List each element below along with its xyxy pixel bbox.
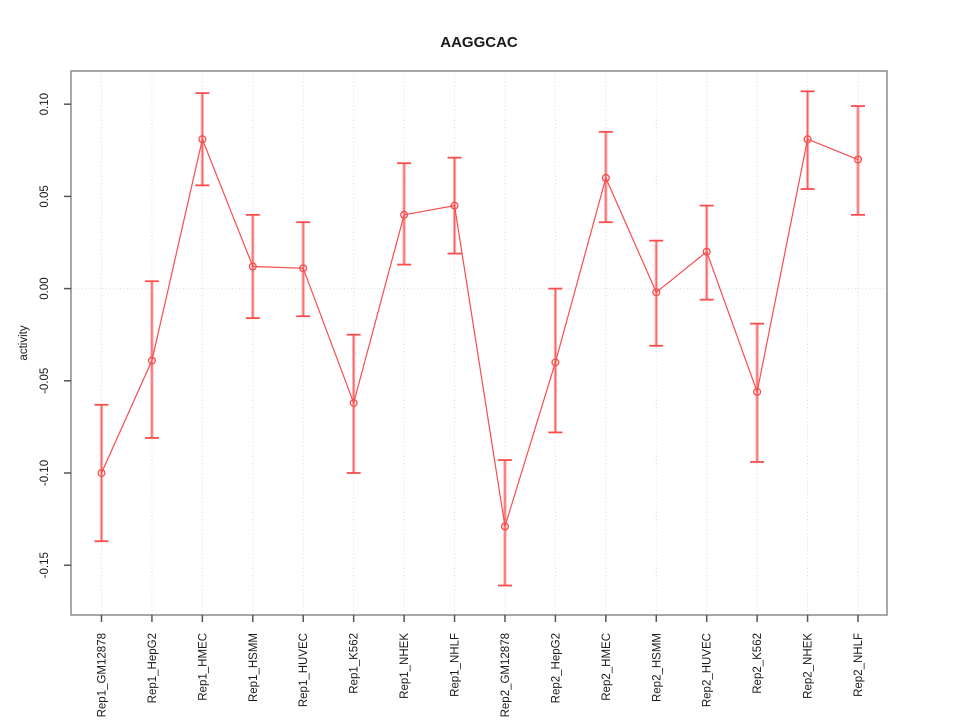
- plot-border: [70, 70, 888, 616]
- x-tick-label: Rep2_NHEK: [803, 633, 815, 699]
- chart-title: AAGGCAC: [440, 34, 518, 51]
- data-point-marker: [349, 398, 358, 407]
- data-point-marker: [702, 247, 711, 256]
- x-tick-label: Rep1_K562: [349, 633, 361, 694]
- data-point-marker: [753, 387, 762, 396]
- data-point-marker: [97, 468, 106, 478]
- data-point-marker: [450, 201, 459, 210]
- x-tick-label: Rep2_NHLF: [853, 633, 865, 697]
- data-point-marker: [652, 288, 661, 297]
- x-tick-label: Rep1_HSMM: [248, 633, 260, 702]
- data-point-marker: [803, 135, 812, 144]
- data-point-marker: [853, 155, 863, 164]
- x-tick-label: Rep2_HUVEC: [702, 633, 714, 707]
- data-point-marker: [551, 358, 560, 367]
- x-tick-label: Rep1_HMEC: [197, 633, 209, 701]
- x-tick-label: Rep1_HUVEC: [298, 633, 310, 707]
- x-tick-label: Rep1_NHEK: [399, 633, 411, 699]
- y-tick-label: 0.10: [39, 93, 51, 115]
- x-tick-label: Rep2_HepG2: [550, 633, 562, 703]
- data-point-marker: [601, 173, 610, 183]
- y-tick-label: -0.05: [39, 368, 51, 394]
- y-axis-label: activity: [18, 325, 30, 360]
- x-tick-label: Rep1_HepG2: [147, 633, 159, 703]
- series-line: [100, 137, 859, 527]
- data-point-marker: [248, 262, 257, 271]
- y-tick-label: 0.00: [39, 277, 51, 299]
- y-tick-label: -0.15: [39, 552, 51, 578]
- y-tick-label: -0.10: [39, 460, 51, 486]
- data-point-marker: [147, 356, 156, 365]
- data-point-marker: [500, 522, 510, 531]
- data-point-marker: [198, 135, 207, 144]
- x-tick-label: Rep2_HSMM: [651, 633, 663, 702]
- data-point-marker: [299, 264, 308, 273]
- x-tick-label: Rep2_HMEC: [601, 633, 613, 701]
- x-tick-label: Rep2_GM12878: [500, 633, 512, 717]
- x-tick-label: Rep1_NHLF: [450, 633, 462, 697]
- x-tick-label: Rep2_K562: [752, 633, 764, 694]
- data-point-marker: [400, 210, 409, 219]
- y-tick-label: 0.05: [39, 185, 51, 207]
- x-tick-label: Rep1_GM12878: [97, 633, 109, 717]
